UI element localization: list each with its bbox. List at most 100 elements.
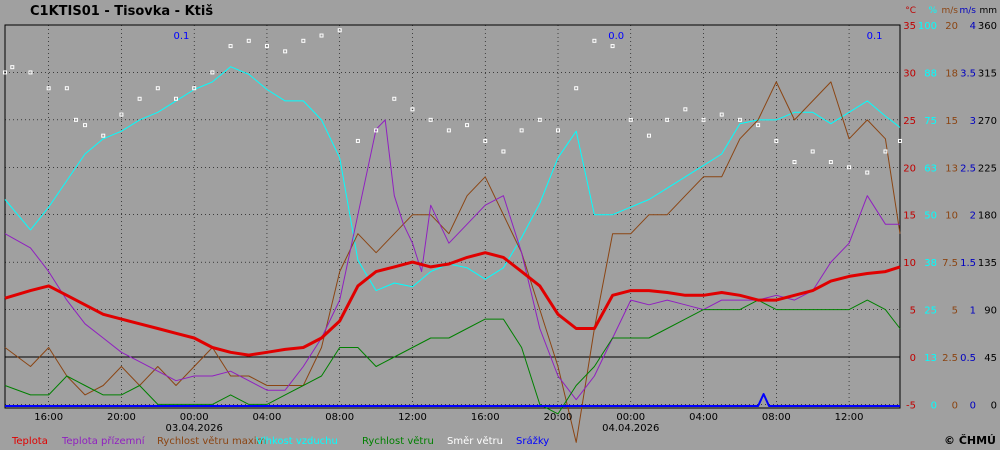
x-tick-label: 04:00 bbox=[689, 412, 718, 423]
y-axis-unit-wind: m/s bbox=[960, 6, 977, 16]
y-tick-wind_max: 13 bbox=[945, 163, 958, 174]
y-tick-temperature: 35 bbox=[903, 21, 916, 32]
y-tick-humidity: 50 bbox=[924, 211, 937, 222]
y-tick-wind_max: 15 bbox=[945, 116, 958, 127]
y-tick-humidity: 25 bbox=[924, 306, 937, 317]
legend-item: Směr větru bbox=[447, 435, 503, 447]
x-axis: 16:00 20:00 00:00 04:00 08:00 12:00 16:00 20:00… bbox=[34, 31, 882, 434]
legend-item: Vlhkost vzduchu bbox=[256, 436, 338, 447]
y-tick-direction: 270 bbox=[978, 116, 997, 127]
x-tick-label: 08:00 bbox=[762, 412, 791, 423]
wind-direction-point bbox=[756, 123, 761, 128]
y-tick-direction: 225 bbox=[978, 163, 997, 174]
wind-direction-point bbox=[556, 128, 561, 133]
y-tick-wind: 0 bbox=[970, 400, 976, 411]
y-tick-wind_max: 10 bbox=[945, 211, 958, 222]
y-tick-humidity: 100 bbox=[918, 21, 937, 32]
wind-direction-point bbox=[865, 170, 870, 175]
wind-direction-point bbox=[683, 107, 688, 112]
legend-item: Srážky bbox=[516, 435, 549, 447]
wind-direction-point bbox=[64, 86, 69, 91]
wind-direction-point bbox=[446, 128, 451, 133]
y-tick-temperature: 30 bbox=[903, 68, 916, 79]
wind-direction-point bbox=[501, 149, 506, 154]
y-tick-wind_max: 7.5 bbox=[942, 258, 958, 269]
y-tick-humidity: 0 bbox=[931, 400, 937, 411]
series-teplota-prizemni bbox=[4, 119, 900, 401]
y-tick-humidity: 38 bbox=[924, 258, 937, 269]
y-axis-unit-direction: mm bbox=[979, 6, 997, 16]
y-tick-wind: 2 bbox=[970, 211, 976, 222]
legend-item: Teplota přízemní bbox=[61, 435, 146, 447]
wind-direction-point bbox=[73, 117, 78, 122]
wind-direction-point bbox=[519, 128, 524, 133]
x-tick-label: 20:00 bbox=[544, 412, 573, 423]
y-tick-temperature: 25 bbox=[903, 116, 916, 127]
series-group bbox=[3, 28, 902, 443]
y-tick-wind: 1.5 bbox=[960, 258, 976, 269]
y-tick-wind: 2.5 bbox=[960, 163, 976, 174]
series-vlhkost-vzduchu bbox=[4, 66, 901, 292]
wind-direction-point bbox=[28, 70, 33, 75]
y-tick-wind_max: 2.5 bbox=[942, 353, 958, 364]
x-tick-label: 16:00 bbox=[34, 412, 63, 423]
wind-direction-point bbox=[737, 117, 742, 122]
wind-direction-point bbox=[665, 117, 670, 122]
y-tick-temperature: 10 bbox=[903, 258, 916, 269]
y-axis-unit-humidity: % bbox=[928, 6, 937, 16]
x-tick-label: 20:00 bbox=[107, 412, 136, 423]
wind-direction-point bbox=[574, 86, 579, 91]
y-axis-unit-wind_max: m/s bbox=[942, 6, 959, 16]
wind-direction-point bbox=[428, 117, 433, 122]
wind-direction-point bbox=[173, 96, 178, 101]
wind-direction-point bbox=[483, 138, 488, 143]
y-tick-humidity: 75 bbox=[924, 116, 937, 127]
wind-direction-point bbox=[828, 160, 833, 165]
copyright: © ČHMÚ bbox=[944, 434, 996, 447]
wind-direction-point bbox=[10, 65, 15, 70]
y-axis-unit-temperature: °C bbox=[905, 6, 916, 16]
wind-direction-point bbox=[792, 160, 797, 165]
wind-direction-point bbox=[137, 96, 142, 101]
wind-direction-point bbox=[810, 149, 815, 154]
wind-direction-point bbox=[537, 117, 542, 122]
wind-direction-point bbox=[301, 38, 306, 43]
y-tick-direction: 0 bbox=[991, 400, 997, 411]
wind-direction-point bbox=[646, 133, 651, 138]
y-tick-humidity: 13 bbox=[924, 353, 937, 364]
wind-direction-point bbox=[628, 117, 633, 122]
wind-direction-point bbox=[246, 38, 251, 43]
wind-direction-point bbox=[610, 44, 615, 49]
wind-direction-point bbox=[210, 70, 215, 75]
legend-item: Teplota bbox=[11, 436, 48, 447]
legend: Teplota Teplota přízemní Rychlost větru ma… bbox=[11, 435, 549, 447]
wind-direction-point bbox=[283, 49, 288, 54]
wind-direction-point bbox=[374, 128, 379, 133]
wind-direction-point bbox=[228, 44, 233, 49]
wind-direction-point bbox=[119, 112, 124, 117]
y-tick-temperature: 20 bbox=[903, 163, 916, 174]
wind-direction-point bbox=[192, 86, 197, 91]
precip-sum-label: 0.0 bbox=[608, 31, 624, 42]
x-tick-label: 16:00 bbox=[471, 412, 500, 423]
y-tick-wind_max: 0 bbox=[952, 400, 958, 411]
y-tick-humidity: 88 bbox=[924, 68, 937, 79]
y-tick-temperature: 0 bbox=[910, 353, 916, 364]
x-tick-label: 12:00 bbox=[398, 412, 427, 423]
precip-sum-label: 0.1 bbox=[867, 31, 883, 42]
wind-direction-point bbox=[3, 70, 7, 75]
y-tick-wind: 4 bbox=[970, 21, 976, 32]
series-rychlost-vetru bbox=[4, 299, 901, 415]
wind-direction-point bbox=[592, 38, 597, 43]
x-tick-label: 04:00 bbox=[253, 412, 282, 423]
series-srazky bbox=[5, 393, 900, 407]
wind-direction-point bbox=[410, 107, 415, 112]
y-tick-direction: 315 bbox=[978, 68, 997, 79]
wind-direction-point bbox=[264, 44, 269, 49]
y-tick-direction: 360 bbox=[978, 21, 997, 32]
date-label: 04.04.2026 bbox=[602, 423, 659, 434]
date-label: 03.04.2026 bbox=[166, 423, 223, 434]
legend-item: Rychlost větru maxim bbox=[157, 435, 266, 447]
chart-title: C1KTIS01 - Tisovka - Ktiš bbox=[30, 4, 213, 19]
